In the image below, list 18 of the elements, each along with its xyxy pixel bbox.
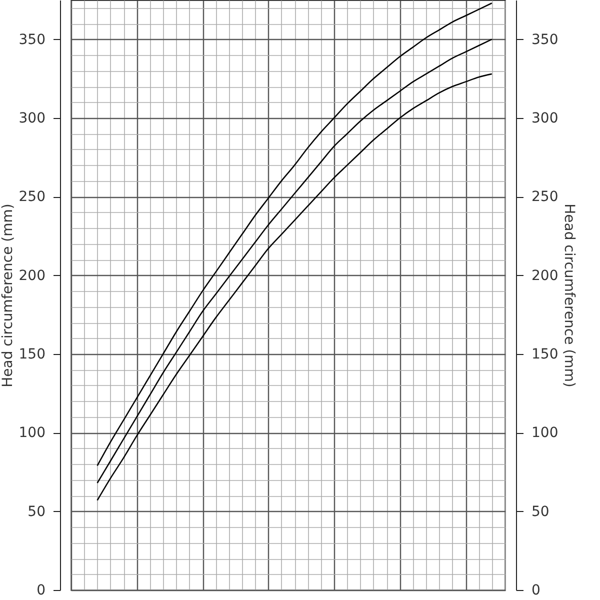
y-tick-label: 350 xyxy=(18,32,46,48)
y-tick-label: 200 xyxy=(18,268,46,284)
y-tick-label: 300 xyxy=(18,110,46,126)
y-tick-label: 150 xyxy=(18,346,46,362)
y2-tick-label: 250 xyxy=(532,189,558,206)
y2-tick-label: 350 xyxy=(532,32,558,48)
y2-tick-label: 300 xyxy=(532,110,558,126)
y-tick-label: 0 xyxy=(36,582,46,598)
y2-axis-title: Head circumference (mm) xyxy=(561,204,578,388)
y2-tick-label: 100 xyxy=(532,425,558,442)
y2-tick-label: 200 xyxy=(532,268,558,284)
y-axis-title: Head circumference (mm) xyxy=(0,204,16,388)
y2-tick-label: 0 xyxy=(532,582,540,598)
y-tick-label: 50 xyxy=(28,504,46,520)
y2-tick-label: 150 xyxy=(532,346,558,362)
y2-tick-label: 50 xyxy=(532,504,550,520)
y-tick-label: 100 xyxy=(18,425,46,442)
y-tick-label: 250 xyxy=(18,189,46,206)
